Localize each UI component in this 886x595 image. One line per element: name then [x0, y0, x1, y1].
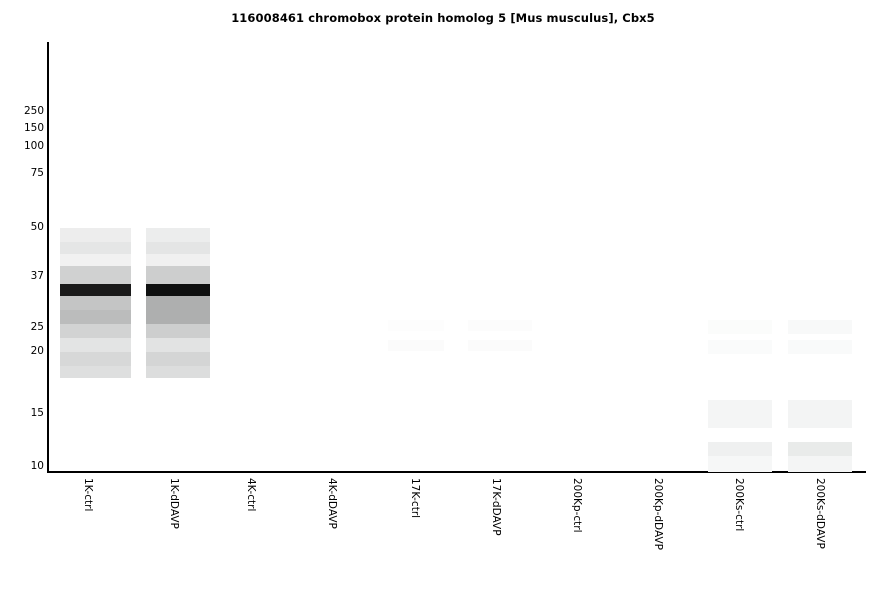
gel-band	[388, 320, 444, 331]
x-tick-label-200ks-ddavp: 200Ks-dDAVP	[814, 478, 826, 549]
x-tick-label-1k-ctrl: 1K-ctrl	[82, 478, 94, 512]
gel-band	[146, 254, 210, 266]
x-tick-label-200kp-ctrl: 200Kp-ctrl	[571, 478, 583, 533]
gel-band	[60, 296, 131, 310]
x-tick-label-4k-ctrl: 4K-ctrl	[245, 478, 257, 512]
gel-band	[788, 340, 852, 354]
y-axis-line	[47, 42, 49, 472]
gel-band	[60, 254, 131, 266]
gel-plot-area	[49, 42, 866, 472]
gel-band	[146, 352, 210, 366]
gel-band	[146, 296, 210, 324]
gel-band	[146, 242, 210, 254]
lane-200kp-ctrl	[552, 42, 616, 471]
x-tick-label-200ks-ctrl: 200Ks-ctrl	[733, 478, 745, 532]
gel-band	[60, 284, 131, 296]
x-tick-label-4k-ddavp: 4K-dDAVP	[326, 478, 338, 529]
gel-band	[468, 320, 532, 331]
gel-band	[788, 400, 852, 428]
x-axis-line	[47, 471, 866, 473]
lane-1k-ctrl	[60, 42, 131, 471]
gel-band	[708, 442, 772, 456]
y-tick-label: 50	[30, 221, 44, 233]
gel-band	[60, 266, 131, 284]
lane-17k-ddavp	[468, 42, 532, 471]
lane-200kp-ddavp	[632, 42, 696, 471]
lane-200ks-ctrl	[708, 42, 772, 472]
y-tick-label: 250	[23, 105, 44, 117]
page-title: 116008461 chromobox protein homolog 5 [M…	[231, 11, 655, 25]
lane-4k-ctrl	[246, 42, 310, 471]
gel-band	[708, 400, 772, 428]
y-tick-label: 25	[30, 321, 44, 333]
gel-band	[60, 352, 131, 366]
y-tick-label: 20	[30, 345, 44, 357]
x-tick-label-200kp-ddavp: 200Kp-dDAVP	[652, 478, 664, 550]
lane-4k-ddavp	[326, 42, 390, 471]
gel-band	[60, 242, 131, 254]
y-tick-label: 15	[30, 407, 44, 419]
gel-band	[146, 266, 210, 284]
y-axis-tick-labels: 250 150 100 75 50 37 25 20 15 10	[0, 0, 44, 595]
gel-band	[708, 340, 772, 354]
x-tick-label-17k-ctrl: 17K-ctrl	[409, 478, 421, 519]
y-tick-label: 100	[23, 140, 44, 152]
lane-200ks-ddavp	[788, 42, 852, 472]
gel-band	[708, 320, 772, 334]
y-tick-label: 10	[30, 460, 44, 472]
y-tick-label: 75	[30, 167, 44, 179]
y-tick-label: 37	[30, 270, 44, 282]
gel-band	[708, 456, 772, 472]
gel-band	[60, 366, 131, 378]
gel-band	[788, 320, 852, 334]
x-tick-label-1k-ddavp: 1K-dDAVP	[168, 478, 180, 529]
gel-band	[146, 366, 210, 378]
gel-band	[60, 310, 131, 324]
gel-band	[788, 442, 852, 456]
gel-band	[146, 338, 210, 352]
gel-band	[60, 338, 131, 352]
gel-band	[146, 284, 210, 296]
gel-band	[146, 324, 210, 338]
gel-band	[60, 228, 131, 242]
gel-band	[146, 228, 210, 242]
lane-17k-ctrl	[388, 42, 444, 471]
gel-band	[60, 324, 131, 338]
gel-band	[468, 340, 532, 351]
gel-band	[388, 340, 444, 351]
y-tick-label: 150	[23, 122, 44, 134]
gel-band	[788, 456, 852, 472]
x-tick-label-17k-ddavp: 17K-dDAVP	[490, 478, 502, 536]
lane-1k-ddavp	[146, 42, 210, 471]
